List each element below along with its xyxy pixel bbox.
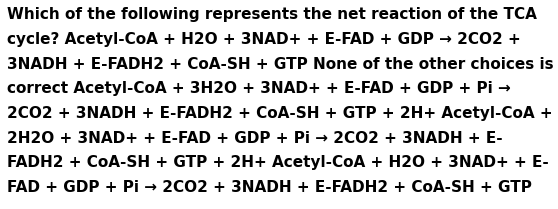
Text: 2H2O + 3NAD+ + E-FAD + GDP + Pi → 2CO2 + 3NADH + E-: 2H2O + 3NAD+ + E-FAD + GDP + Pi → 2CO2 +…	[7, 131, 503, 146]
Text: 2CO2 + 3NADH + E-FADH2 + CoA-SH + GTP + 2H+ Acetyl-CoA +: 2CO2 + 3NADH + E-FADH2 + CoA-SH + GTP + …	[7, 106, 553, 121]
Text: FAD + GDP + Pi → 2CO2 + 3NADH + E-FADH2 + CoA-SH + GTP: FAD + GDP + Pi → 2CO2 + 3NADH + E-FADH2 …	[7, 180, 532, 195]
Text: FADH2 + CoA-SH + GTP + 2H+ Acetyl-CoA + H2O + 3NAD+ + E-: FADH2 + CoA-SH + GTP + 2H+ Acetyl-CoA + …	[7, 155, 549, 170]
Text: correct Acetyl-CoA + 3H2O + 3NAD+ + E-FAD + GDP + Pi →: correct Acetyl-CoA + 3H2O + 3NAD+ + E-FA…	[7, 81, 511, 96]
Text: Which of the following represents the net reaction of the TCA: Which of the following represents the ne…	[7, 7, 537, 22]
Text: 3NADH + E-FADH2 + CoA-SH + GTP None of the other choices is: 3NADH + E-FADH2 + CoA-SH + GTP None of t…	[7, 57, 554, 72]
Text: cycle? Acetyl-CoA + H2O + 3NAD+ + E-FAD + GDP → 2CO2 +: cycle? Acetyl-CoA + H2O + 3NAD+ + E-FAD …	[7, 32, 521, 47]
